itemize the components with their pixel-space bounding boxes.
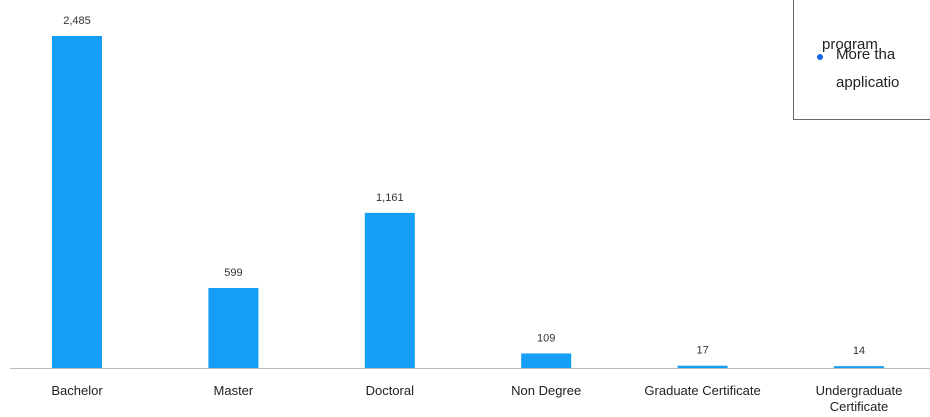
bar [52, 36, 102, 368]
bar [364, 212, 415, 368]
value-label: 17 [696, 345, 708, 357]
x-tick-label: Graduate Certificate [644, 383, 761, 398]
x-tick-label: Non Degree [511, 383, 582, 398]
bar [834, 366, 884, 368]
value-label: 599 [224, 267, 242, 279]
value-label: 109 [537, 332, 555, 344]
bar [208, 287, 259, 368]
note-box: program More tha applicatio [793, 0, 930, 120]
bullet [817, 54, 823, 60]
x-tick-label: Bachelor [51, 383, 103, 398]
value-label: 14 [853, 345, 865, 357]
note-line: program [822, 36, 878, 53]
note-line: More tha [836, 46, 896, 63]
x-tick-label: Undergraduate Certificate [815, 383, 903, 414]
value-label: 2,485 [63, 15, 91, 27]
x-tick-label: Doctoral [365, 383, 414, 398]
bar [521, 353, 572, 368]
x-tick-label: Master [213, 383, 254, 398]
value-label: 1,161 [376, 192, 404, 204]
note-line: applicatio [836, 74, 900, 91]
bar [677, 365, 728, 368]
